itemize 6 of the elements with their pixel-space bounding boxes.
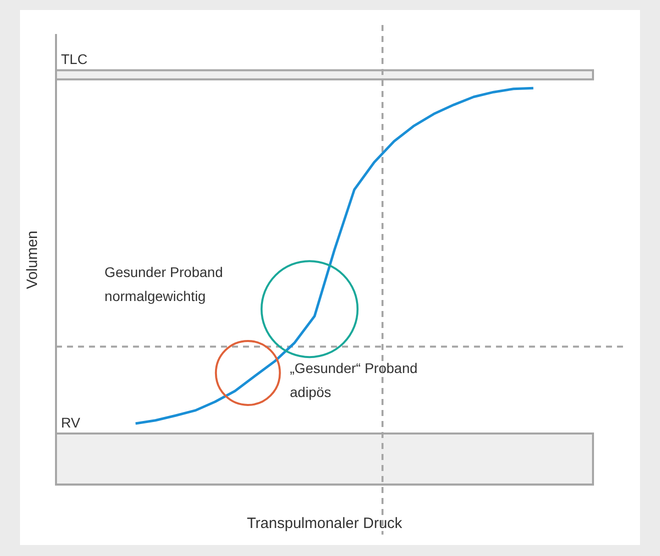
annotation: „Gesunder“ Proband adipös <box>290 360 418 400</box>
band-label: TLC <box>61 51 88 68</box>
band-label: RV <box>61 414 81 430</box>
x-axis-title: Transpulmonaler Druck <box>246 515 403 532</box>
y-axis-title: Volumen <box>24 230 42 289</box>
annotation: Gesunder Proband normalgewichtig <box>104 264 223 304</box>
